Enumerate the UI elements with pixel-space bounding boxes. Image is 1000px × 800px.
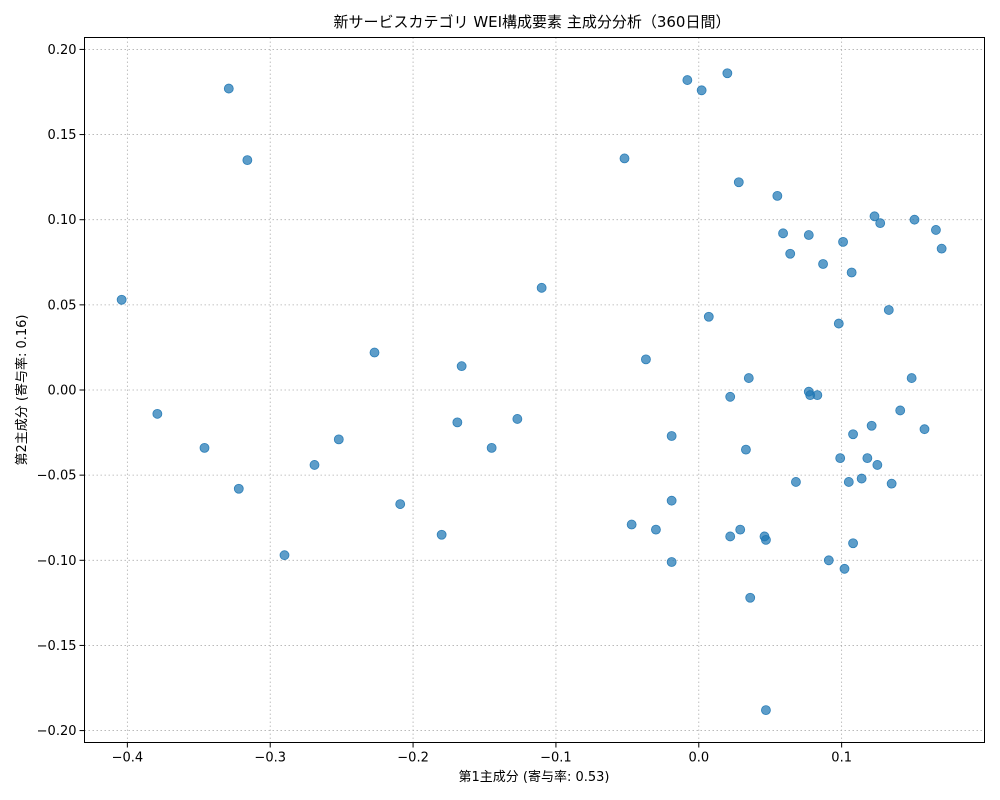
data-point xyxy=(369,347,380,358)
y-tick-label: −0.20 xyxy=(37,724,77,739)
y-axis-label: 第2主成分 (寄与率: 0.16) xyxy=(14,314,30,465)
x-tick-label: −0.1 xyxy=(540,751,572,766)
data-point xyxy=(761,705,771,716)
data-point xyxy=(696,85,707,96)
data-point xyxy=(856,473,867,484)
y-tick-label: −0.15 xyxy=(37,639,77,654)
data-point xyxy=(436,529,447,540)
chart-title: 新サービスカテゴリ WEI構成要素 主成分分析（360日間） xyxy=(334,13,731,31)
data-point xyxy=(838,236,848,247)
data-point xyxy=(725,531,736,542)
data-point xyxy=(803,230,814,240)
data-point xyxy=(818,259,828,269)
data-point xyxy=(823,555,834,566)
data-point xyxy=(456,361,467,372)
data-point xyxy=(778,228,788,239)
y-tick-label: 0.00 xyxy=(48,384,77,399)
x-axis: −0.4 −0.3 −0.2 −0.1 0.0 0.1 xyxy=(112,742,852,766)
data-point xyxy=(761,534,771,545)
data-point xyxy=(199,442,210,453)
x-tick-label: −0.4 xyxy=(112,751,144,766)
y-tick-label: 0.20 xyxy=(48,43,77,58)
data-points xyxy=(116,68,947,716)
data-point xyxy=(486,442,497,453)
data-point xyxy=(682,75,693,85)
data-point xyxy=(619,153,630,164)
data-point xyxy=(909,214,920,225)
data-point xyxy=(883,305,894,315)
data-point xyxy=(772,190,783,201)
data-point xyxy=(395,499,406,509)
data-point xyxy=(875,218,886,229)
data-point xyxy=(666,495,677,506)
y-tick-label: 0.10 xyxy=(48,213,77,228)
data-point xyxy=(812,390,823,401)
data-point xyxy=(666,431,677,441)
data-point xyxy=(512,414,523,424)
y-tick-label: 0.05 xyxy=(48,298,77,313)
data-point xyxy=(333,434,344,445)
x-tick-label: −0.2 xyxy=(397,751,429,766)
data-point xyxy=(233,483,244,494)
data-point xyxy=(309,460,320,470)
data-point xyxy=(116,294,127,305)
data-point xyxy=(869,211,880,222)
data-point xyxy=(936,243,947,254)
data-point xyxy=(785,248,796,259)
data-point xyxy=(722,68,733,79)
data-point xyxy=(733,177,744,188)
data-point xyxy=(906,373,917,383)
data-point xyxy=(666,557,677,567)
data-point xyxy=(223,83,234,94)
data-point xyxy=(152,408,163,419)
data-point xyxy=(895,405,906,416)
data-point xyxy=(735,524,746,535)
data-point xyxy=(536,282,547,293)
data-point xyxy=(725,391,736,402)
data-point xyxy=(452,417,463,428)
data-point xyxy=(835,453,846,464)
data-point xyxy=(741,444,751,455)
data-point xyxy=(839,563,850,574)
data-point xyxy=(651,524,661,535)
data-point xyxy=(743,373,754,383)
y-tick-label: −0.10 xyxy=(37,554,77,569)
data-point xyxy=(872,460,883,470)
x-tick-label: 0.1 xyxy=(831,751,852,766)
y-tick-label: −0.05 xyxy=(37,469,77,484)
data-point xyxy=(641,354,651,365)
data-point xyxy=(848,538,858,549)
data-point xyxy=(703,311,714,322)
y-tick-label: 0.15 xyxy=(48,128,77,143)
data-point xyxy=(279,550,290,561)
data-point xyxy=(843,477,854,487)
x-axis-label: 第1主成分 (寄与率: 0.53) xyxy=(458,769,609,785)
data-point xyxy=(242,155,253,166)
data-point xyxy=(833,318,844,329)
x-tick-label: −0.3 xyxy=(254,751,286,766)
grid-lines xyxy=(84,37,985,743)
data-point xyxy=(848,429,858,440)
data-point xyxy=(919,424,930,435)
data-point xyxy=(626,519,637,530)
data-point xyxy=(862,453,873,464)
data-point xyxy=(886,478,897,489)
data-point xyxy=(745,592,756,603)
x-tick-label: 0.0 xyxy=(688,751,709,766)
data-point xyxy=(791,477,801,487)
data-point xyxy=(931,225,941,235)
data-point xyxy=(866,420,877,431)
y-axis: −0.20 −0.15 −0.10 −0.05 0.00 0.05 0.10 0.15 0.20 xyxy=(37,43,85,739)
data-point xyxy=(846,267,857,278)
